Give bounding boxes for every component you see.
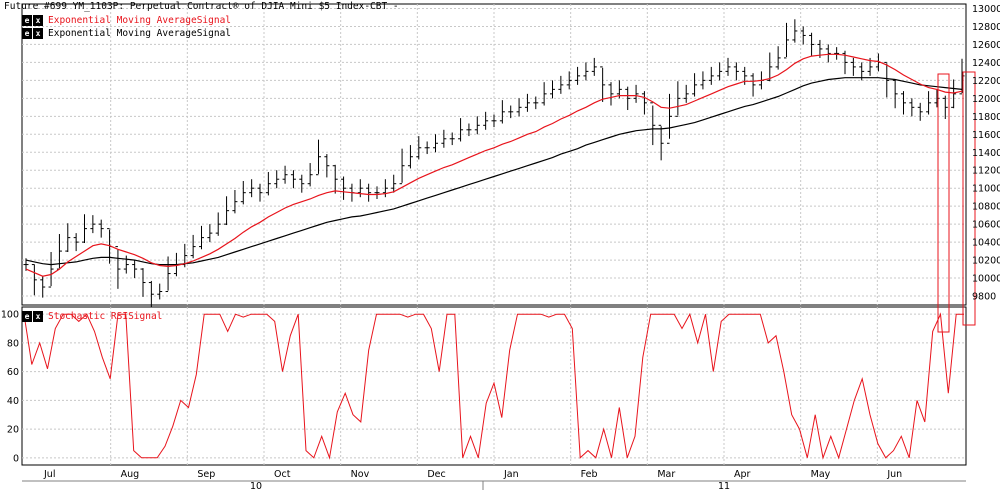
legend-label-red: Exponential Moving AverageSignal [48,14,232,26]
price-tick-label: 12400 [972,58,1000,69]
price-bars [23,19,965,308]
month-tick-label: Dec [427,469,445,480]
month-tick-label: Sep [197,469,215,480]
legend-e-box[interactable]: e [22,310,32,322]
month-tick-label: Nov [351,469,370,480]
month-tick-label: Oct [274,469,291,480]
price-tick-label: 9800 [972,292,996,303]
price-tick-label: 10200 [972,256,1000,267]
month-tick-label: Mar [657,469,675,480]
month-tick-label: Apr [734,469,751,480]
price-tick-label: 11200 [972,166,1000,177]
legend-x-box[interactable]: x [33,14,43,26]
month-tick-label: Jun [886,469,902,480]
price-tick-label: 12600 [972,40,1000,51]
stoch-tick-label: 20 [7,425,19,436]
legend-label-black: Exponential Moving AverageSignal [48,27,232,39]
highlight-box [937,73,950,333]
chart-axes: 9800100001020010400106001080011000112001… [1,4,1000,490]
ema-red-line [25,53,963,277]
month-tick-label: Feb [581,469,598,480]
stoch-rsi-line [23,312,964,460]
price-tick-label: 11400 [972,148,1000,159]
price-tick-label: 13000 [972,4,1000,15]
stoch-grid [21,306,967,466]
price-tick-label: 12000 [972,94,1000,105]
price-tick-label: 12200 [972,76,1000,87]
stoch-panel-frame [21,306,967,466]
price-grid [21,3,967,306]
price-tick-label: 10400 [972,238,1000,249]
month-tick-label: May [811,469,831,480]
stoch-tick-label: 0 [13,453,19,464]
year-tick-label: 11 [718,481,730,490]
price-tick-label: 11600 [972,130,1000,141]
chart-marks [23,19,976,460]
legend-x-box[interactable]: x [33,310,43,322]
price-tick-label: 10800 [972,202,1000,213]
legend-x-box[interactable]: x [33,27,43,39]
price-tick-label: 11000 [972,184,1000,195]
legend-label-stoch: Stochastic RSISignal [48,310,163,322]
highlight-box [962,71,976,326]
month-tick-label: Jan [503,469,519,480]
stoch-tick-label: 40 [7,396,19,407]
month-tick-label: Jul [43,469,55,480]
price-tick-label: 10000 [972,274,1000,285]
price-tick-label: 12800 [972,22,1000,33]
price-tick-label: 10600 [972,220,1000,231]
stoch-tick-label: 100 [1,310,19,321]
legend-e-box[interactable]: e [22,27,32,39]
stoch-tick-label: 60 [7,367,19,378]
chart-title: Future #699 YM_1103P: Perpetual Contract… [4,1,399,12]
legend-e-box[interactable]: e [22,14,32,26]
year-tick-label: 10 [250,481,262,490]
month-tick-label: Aug [121,469,140,480]
stoch-tick-label: 80 [7,338,19,349]
price-tick-label: 11800 [972,112,1000,123]
